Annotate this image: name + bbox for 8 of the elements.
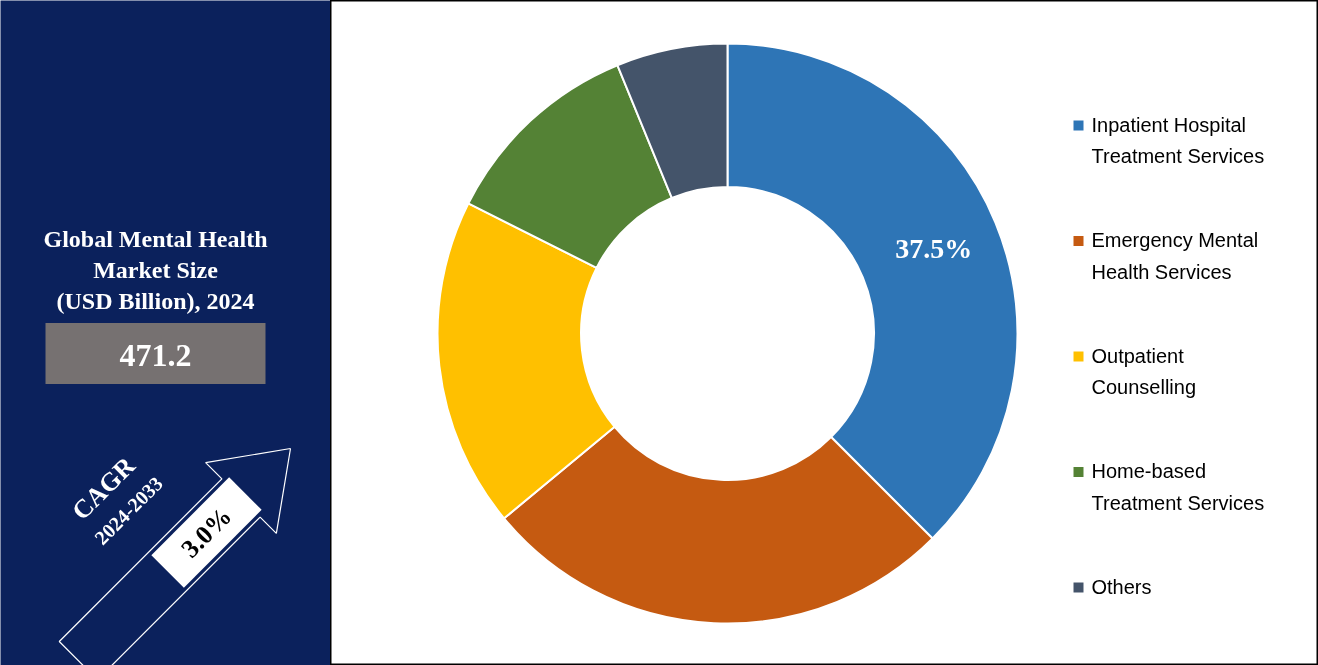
legend-label: Home-based Treatment Services	[1091, 460, 1265, 514]
data-label: 37.5%	[895, 232, 973, 264]
text: Global Mental Health Market Size (USD Billion), 2024	[43, 225, 268, 314]
legend-label: Emergency Mental Health Services	[1091, 229, 1259, 283]
legend-label: Outpatient Counselling	[1091, 344, 1197, 399]
text: 471.2	[119, 337, 192, 373]
legend-label: Inpatient Hospital Treatment Services	[1091, 113, 1265, 168]
legend-label: Others	[1091, 575, 1152, 598]
